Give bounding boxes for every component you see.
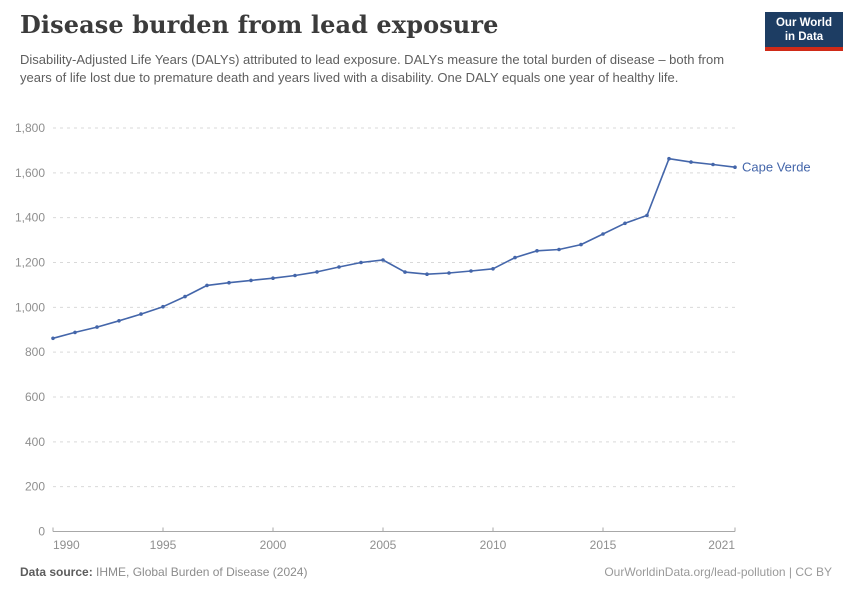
data-point-marker[interactable] bbox=[711, 162, 715, 167]
data-point-marker[interactable] bbox=[359, 260, 363, 265]
y-axis-tick-label: 600 bbox=[25, 390, 45, 404]
data-point-marker[interactable] bbox=[623, 221, 627, 226]
data-point-marker[interactable] bbox=[51, 336, 55, 341]
data-source-label: Data source: bbox=[20, 565, 93, 579]
trend-line-cape-verde[interactable] bbox=[52, 157, 736, 340]
data-point-marker[interactable] bbox=[73, 330, 77, 335]
data-point-marker[interactable] bbox=[513, 255, 517, 260]
series-label-cape-verde[interactable]: Cape Verde bbox=[742, 160, 811, 175]
data-source: Data source: IHME, Global Burden of Dise… bbox=[20, 565, 307, 579]
y-axis-tick-label: 400 bbox=[25, 435, 45, 449]
x-axis-tick-label: 2010 bbox=[480, 538, 507, 552]
data-source-value: IHME, Global Burden of Disease (2024) bbox=[92, 565, 308, 579]
x-axis-tick-label: 1990 bbox=[53, 538, 80, 552]
data-point-marker[interactable] bbox=[95, 325, 99, 329]
data-point-marker[interactable] bbox=[293, 273, 297, 278]
data-point-marker[interactable] bbox=[183, 294, 187, 299]
data-point-marker[interactable] bbox=[645, 213, 649, 218]
x-axis-tick-label: 2021 bbox=[708, 538, 735, 552]
data-point-marker[interactable] bbox=[161, 304, 165, 309]
data-point-marker[interactable] bbox=[139, 312, 143, 316]
data-point-marker[interactable] bbox=[733, 165, 737, 169]
data-point-marker[interactable] bbox=[271, 276, 275, 281]
footer-url-license: OurWorldinData.org/lead-pollution | CC B… bbox=[604, 565, 832, 579]
y-axis-tick-label: 1,400 bbox=[15, 211, 45, 225]
data-point-marker[interactable] bbox=[403, 270, 407, 274]
y-axis-tick-label: 0 bbox=[38, 525, 45, 539]
y-axis-tick-label: 200 bbox=[25, 480, 45, 494]
data-point-marker[interactable] bbox=[689, 160, 693, 164]
data-point-marker[interactable] bbox=[381, 258, 385, 262]
data-point-marker[interactable] bbox=[337, 265, 341, 269]
data-point-marker[interactable] bbox=[227, 280, 231, 285]
x-axis-tick-label: 2000 bbox=[260, 538, 287, 552]
data-point-marker[interactable] bbox=[447, 271, 451, 275]
y-axis-tick-label: 1,200 bbox=[15, 256, 45, 270]
page-title: Disease burden from lead exposure bbox=[20, 10, 499, 39]
data-point-marker[interactable] bbox=[117, 319, 121, 323]
x-axis-tick-label: 2005 bbox=[370, 538, 397, 552]
data-point-marker[interactable] bbox=[579, 242, 583, 247]
chart-subtitle: Disability-Adjusted Life Years (DALYs) a… bbox=[20, 52, 725, 85]
y-axis-tick-label: 1,600 bbox=[15, 166, 45, 180]
owid-logo-line2: in Data bbox=[784, 31, 824, 43]
data-point-marker[interactable] bbox=[425, 272, 429, 277]
x-axis-tick-label: 1995 bbox=[150, 538, 177, 552]
y-axis-tick-label: 800 bbox=[25, 345, 45, 359]
data-point-marker[interactable] bbox=[667, 156, 671, 161]
x-axis-tick-label: 2015 bbox=[590, 538, 617, 552]
y-axis-tick-label: 1,800 bbox=[15, 121, 45, 135]
data-point-marker[interactable] bbox=[249, 278, 253, 283]
data-point-marker[interactable] bbox=[601, 232, 605, 236]
y-axis-tick-label: 1,000 bbox=[15, 300, 45, 314]
data-point-marker[interactable] bbox=[535, 249, 539, 253]
data-point-marker[interactable] bbox=[315, 270, 319, 274]
owid-logo: Our World in Data bbox=[765, 12, 843, 51]
data-point-marker[interactable] bbox=[205, 283, 209, 288]
data-point-marker[interactable] bbox=[469, 269, 473, 273]
data-point-marker[interactable] bbox=[557, 247, 561, 252]
owid-logo-line1: Our World bbox=[775, 17, 832, 29]
data-point-marker[interactable] bbox=[491, 267, 495, 271]
chart-footer: Data source: IHME, Global Burden of Dise… bbox=[20, 565, 832, 579]
